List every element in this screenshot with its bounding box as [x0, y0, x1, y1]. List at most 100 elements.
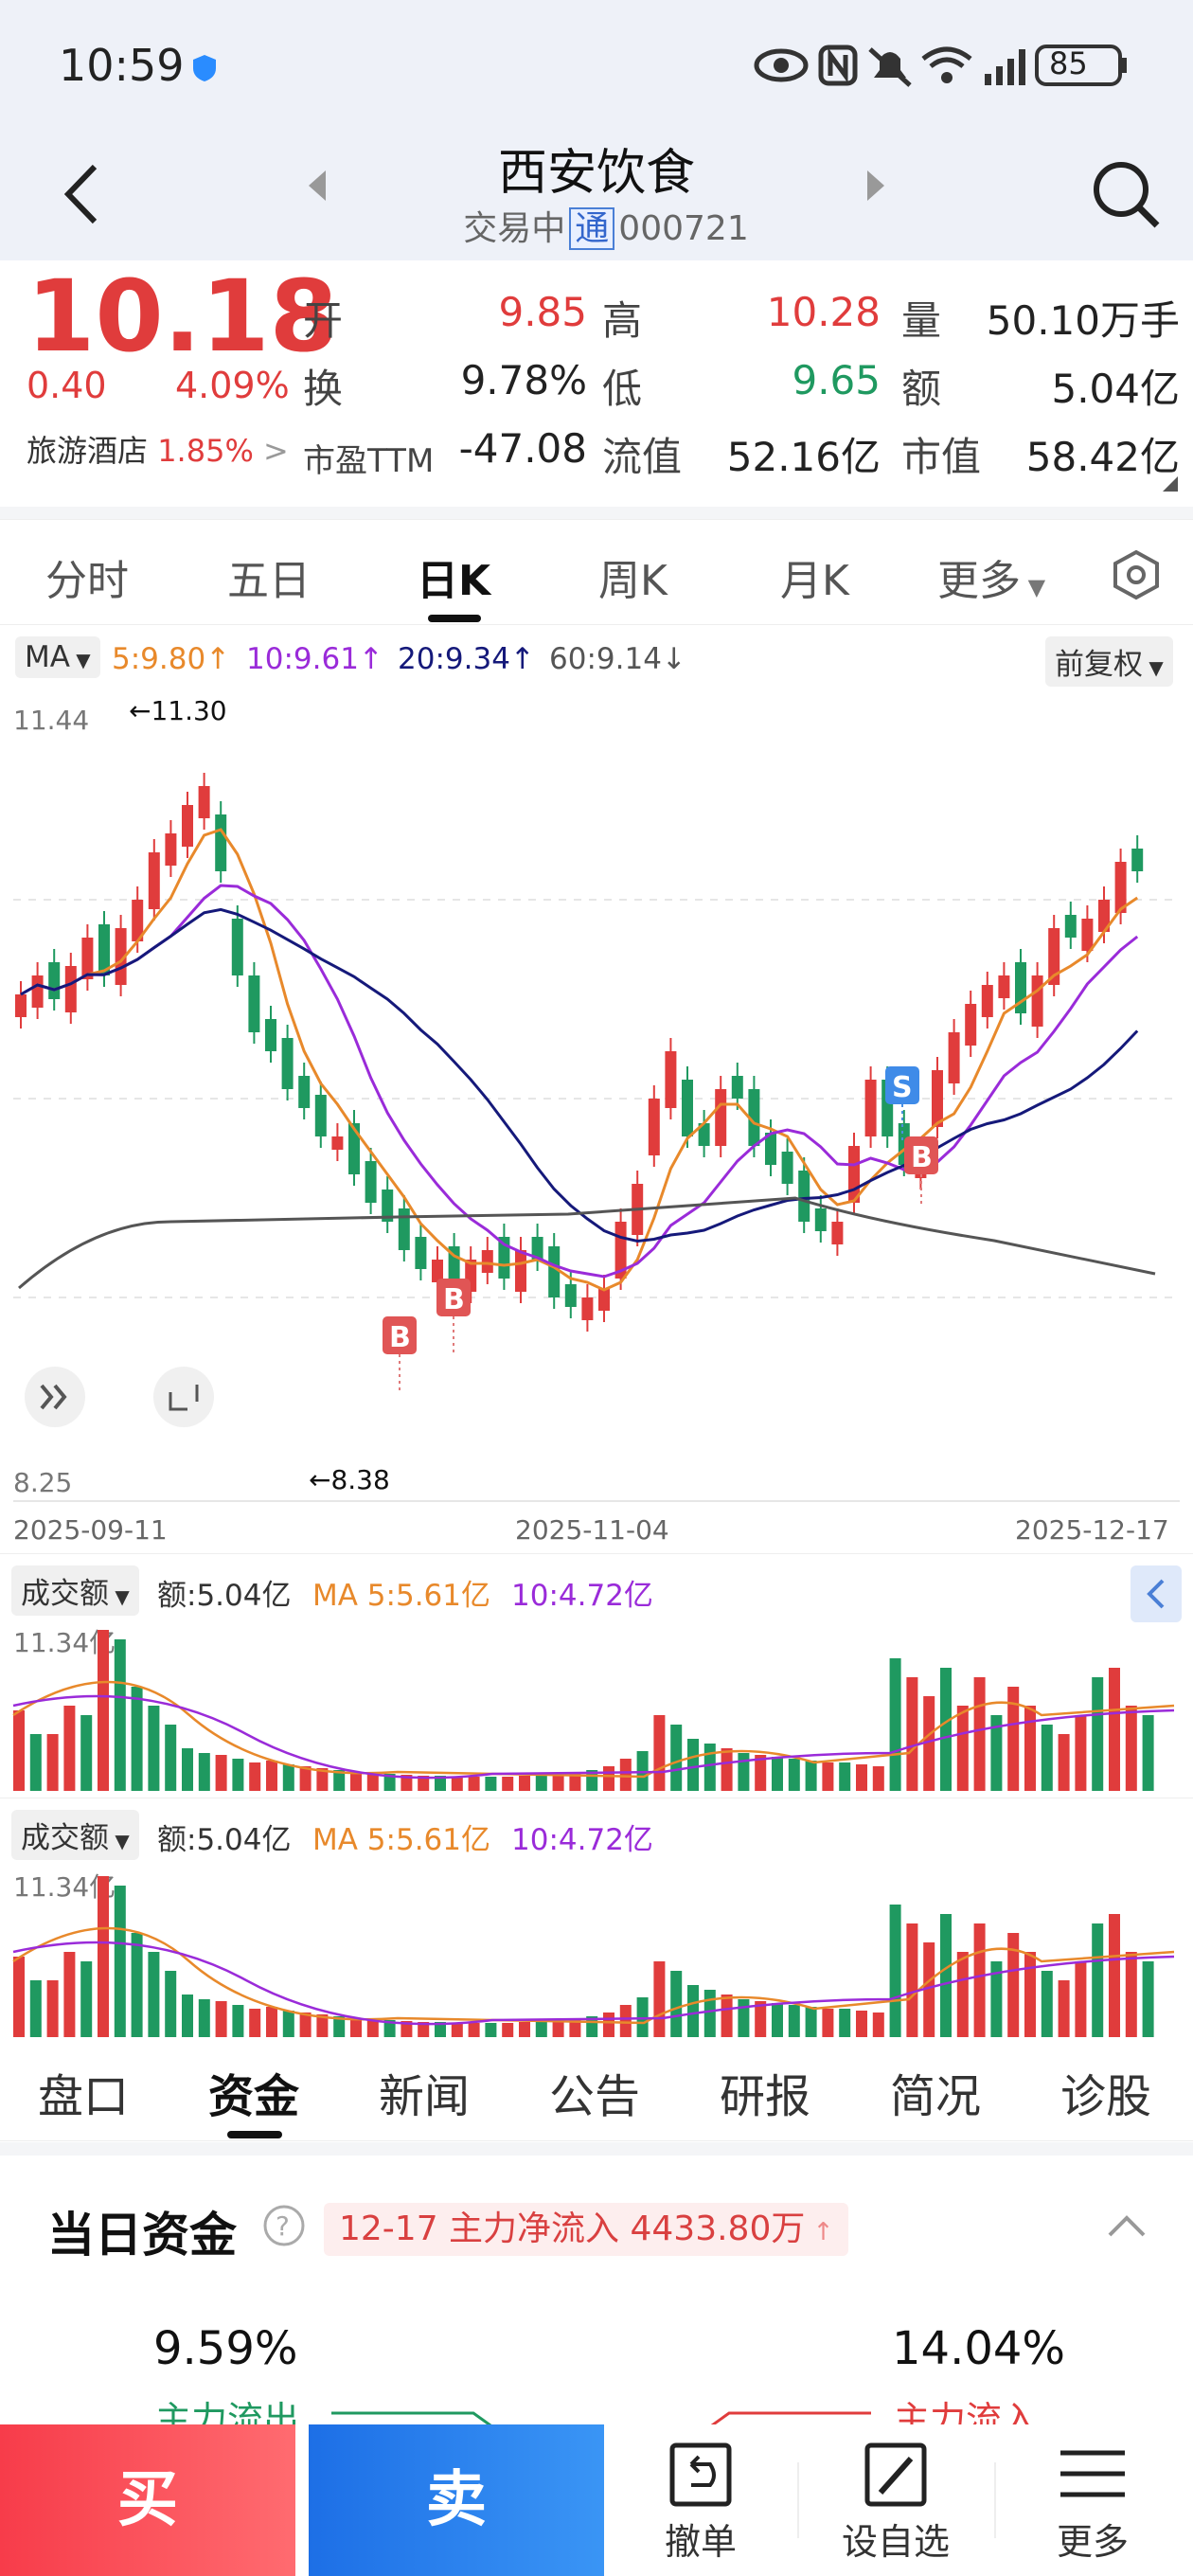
- price-change-pct: 4.09%: [175, 365, 290, 406]
- buy-marker-label: B: [389, 1321, 411, 1354]
- volume-bar: [299, 2012, 312, 2037]
- candle-body: [1081, 919, 1094, 951]
- tab-weekly-k[interactable]: 周K: [598, 557, 668, 605]
- menu-icon: [1060, 2450, 1125, 2497]
- trading-status-text: 交易中: [463, 209, 566, 248]
- candle-body: [682, 1080, 693, 1136]
- volume-bar: [1007, 1687, 1020, 1791]
- next-stock-icon[interactable]: [864, 167, 888, 205]
- sell-button[interactable]: 卖: [309, 2424, 604, 2576]
- candle-body: [132, 900, 144, 941]
- volume-bar: [1075, 1961, 1087, 2037]
- collapse-panel-button[interactable]: [1131, 1565, 1182, 1622]
- ma5-value: 5:9.80↑: [112, 642, 231, 676]
- float-label: 流值: [602, 434, 683, 480]
- adjust-chip[interactable]: 前复权 ▼: [1045, 636, 1173, 687]
- volume-bar: [316, 2014, 329, 2037]
- volume-bar: [889, 1905, 901, 2037]
- tab-daily-k[interactable]: 日K: [417, 557, 491, 605]
- volume-chip-label: 成交额: [21, 1821, 109, 1855]
- tab-more[interactable]: 更多 ▼: [937, 557, 1046, 605]
- stock-code: 000721: [618, 209, 749, 248]
- settings-icon[interactable]: [1110, 548, 1163, 601]
- ma10-line: [20, 884, 1139, 1279]
- back-icon[interactable]: [57, 161, 104, 227]
- candle-body: [148, 852, 160, 909]
- chevron-up-icon[interactable]: [1106, 2212, 1148, 2241]
- buy-marker-1: B: [383, 1316, 417, 1392]
- volume-bar: [1058, 1734, 1070, 1791]
- x-axis-date-start: 2025-09-11: [13, 1514, 168, 1544]
- candle-body: [715, 1089, 727, 1146]
- candle-body: [182, 805, 193, 847]
- volume-bar: [148, 1706, 160, 1791]
- volume-ma5-line: [12, 1926, 1175, 2025]
- float-value: 52.16亿: [726, 434, 881, 480]
- tab-intraday[interactable]: 分时: [45, 557, 129, 605]
- buy-button[interactable]: 买: [0, 2424, 295, 2576]
- stock-header: 西安饮食 交易中通 000721: [0, 123, 1193, 260]
- y-axis-top: 11.44: [13, 705, 89, 736]
- tab-five-day[interactable]: 五日: [227, 557, 311, 605]
- volume-bar: [114, 1886, 126, 2037]
- volume-bar: [889, 1658, 901, 1791]
- wifi-icon: [921, 46, 972, 83]
- volume-bar: [333, 2016, 346, 2037]
- candle-body: [365, 1161, 377, 1203]
- tab-profile[interactable]: 简况: [890, 2070, 982, 2123]
- volume-bar: [215, 1755, 227, 1791]
- volume-bar: [906, 1677, 918, 1791]
- add-watchlist-button[interactable]: 设自选: [810, 2424, 981, 2576]
- candle-body: [798, 1171, 810, 1222]
- volume-bar: [772, 2003, 783, 2037]
- volume-bar: [1058, 1980, 1070, 2037]
- x-axis-date-mid: 2025-11-04: [515, 1514, 669, 1544]
- volume-bar: [1109, 1914, 1120, 2037]
- volume-bar: [755, 1755, 767, 1791]
- tab-research[interactable]: 研报: [720, 2070, 811, 2123]
- tab-monthly-k[interactable]: 月K: [780, 557, 849, 605]
- candle-body: [998, 975, 1010, 998]
- tab-news[interactable]: 新闻: [379, 2070, 471, 2123]
- volume-ma10-line: [12, 1941, 1175, 2026]
- volume-ma10: 10:4.72亿: [511, 1823, 653, 1857]
- more-label: 更多: [1056, 2521, 1129, 2563]
- volume-bar: [805, 2007, 817, 2037]
- candle-body: [831, 1222, 844, 1244]
- candle-body: [415, 1237, 427, 1269]
- candle-body: [965, 1004, 977, 1046]
- tab-announcements[interactable]: 公告: [549, 2070, 641, 2123]
- volume-bar: [569, 2018, 581, 2037]
- price-change: 0.40: [27, 365, 107, 406]
- kline-chart[interactable]: 11.44 8.25 ←11.30 ←8.38 2025-09-11 2025-…: [0, 691, 1193, 1544]
- ma5-line: [20, 828, 1139, 1292]
- tab-orderbook[interactable]: 盘口: [38, 2070, 130, 2123]
- expand-corner-icon[interactable]: [1161, 474, 1180, 493]
- tab-capital[interactable]: 资金: [208, 2070, 300, 2123]
- search-icon[interactable]: [1089, 157, 1165, 233]
- volume-bar: [1109, 1668, 1120, 1791]
- signal-icon: [985, 49, 1025, 85]
- sector-link[interactable]: 旅游酒店 1.85% >: [27, 433, 289, 469]
- tab-diagnosis[interactable]: 诊股: [1060, 2070, 1152, 2123]
- volume-bar: [1007, 1933, 1020, 2037]
- ma-indicator-chip[interactable]: MA ▼: [15, 636, 100, 678]
- volume-bar: [468, 2023, 480, 2037]
- volume-indicator-chip[interactable]: 成交额 ▼: [11, 1810, 139, 1860]
- candle-body: [248, 975, 260, 1032]
- candle-body: [481, 1250, 493, 1273]
- volume-bar: [519, 1776, 530, 1791]
- help-icon[interactable]: ?: [261, 2203, 307, 2248]
- volume-bar: [80, 1961, 93, 2037]
- volume-bar: [755, 2001, 767, 2037]
- more-button[interactable]: 更多: [1007, 2424, 1178, 2576]
- volume-bar: [1041, 1971, 1053, 2037]
- candle-body: [98, 924, 110, 975]
- prev-stock-icon[interactable]: [305, 167, 329, 205]
- candle-body: [564, 1284, 577, 1307]
- volume-bar: [552, 2020, 564, 2037]
- volume-bar: [148, 1952, 160, 2037]
- cancel-order-button[interactable]: 撤单: [615, 2424, 786, 2576]
- volume-indicator-chip[interactable]: 成交额 ▼: [11, 1565, 139, 1616]
- volume-bar: [266, 1761, 277, 1791]
